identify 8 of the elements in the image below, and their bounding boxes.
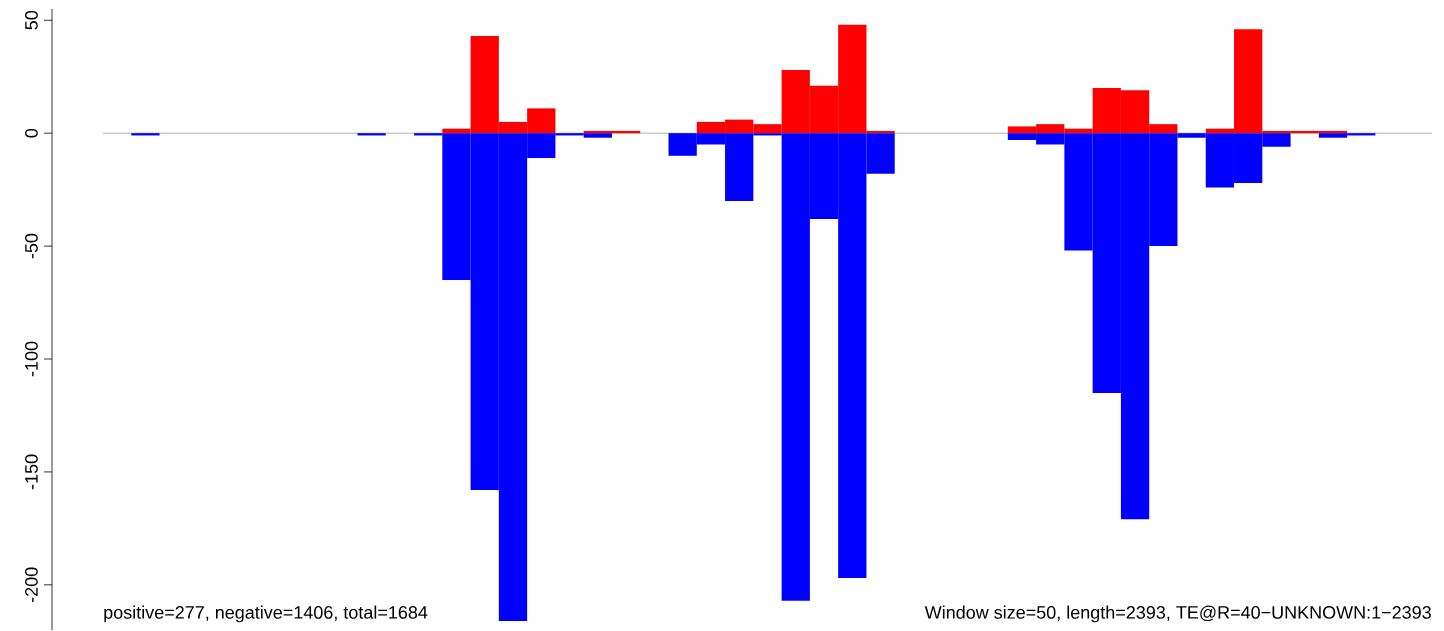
y-tick-label: -150 [25,454,38,490]
annotation: positive=277, negative=1406, total=1684 [104,605,428,623]
y-tick-label: -200 [25,567,38,603]
y-tick-label: 50 [25,10,38,30]
y-tick-label: 0 [25,128,38,138]
annotation: Window size=50, length=2393, TE@R=40−UNKNOWN:1−2393 [924,605,1431,623]
y-tick-label: -100 [25,341,38,377]
y-tick-label: -50 [25,233,38,259]
